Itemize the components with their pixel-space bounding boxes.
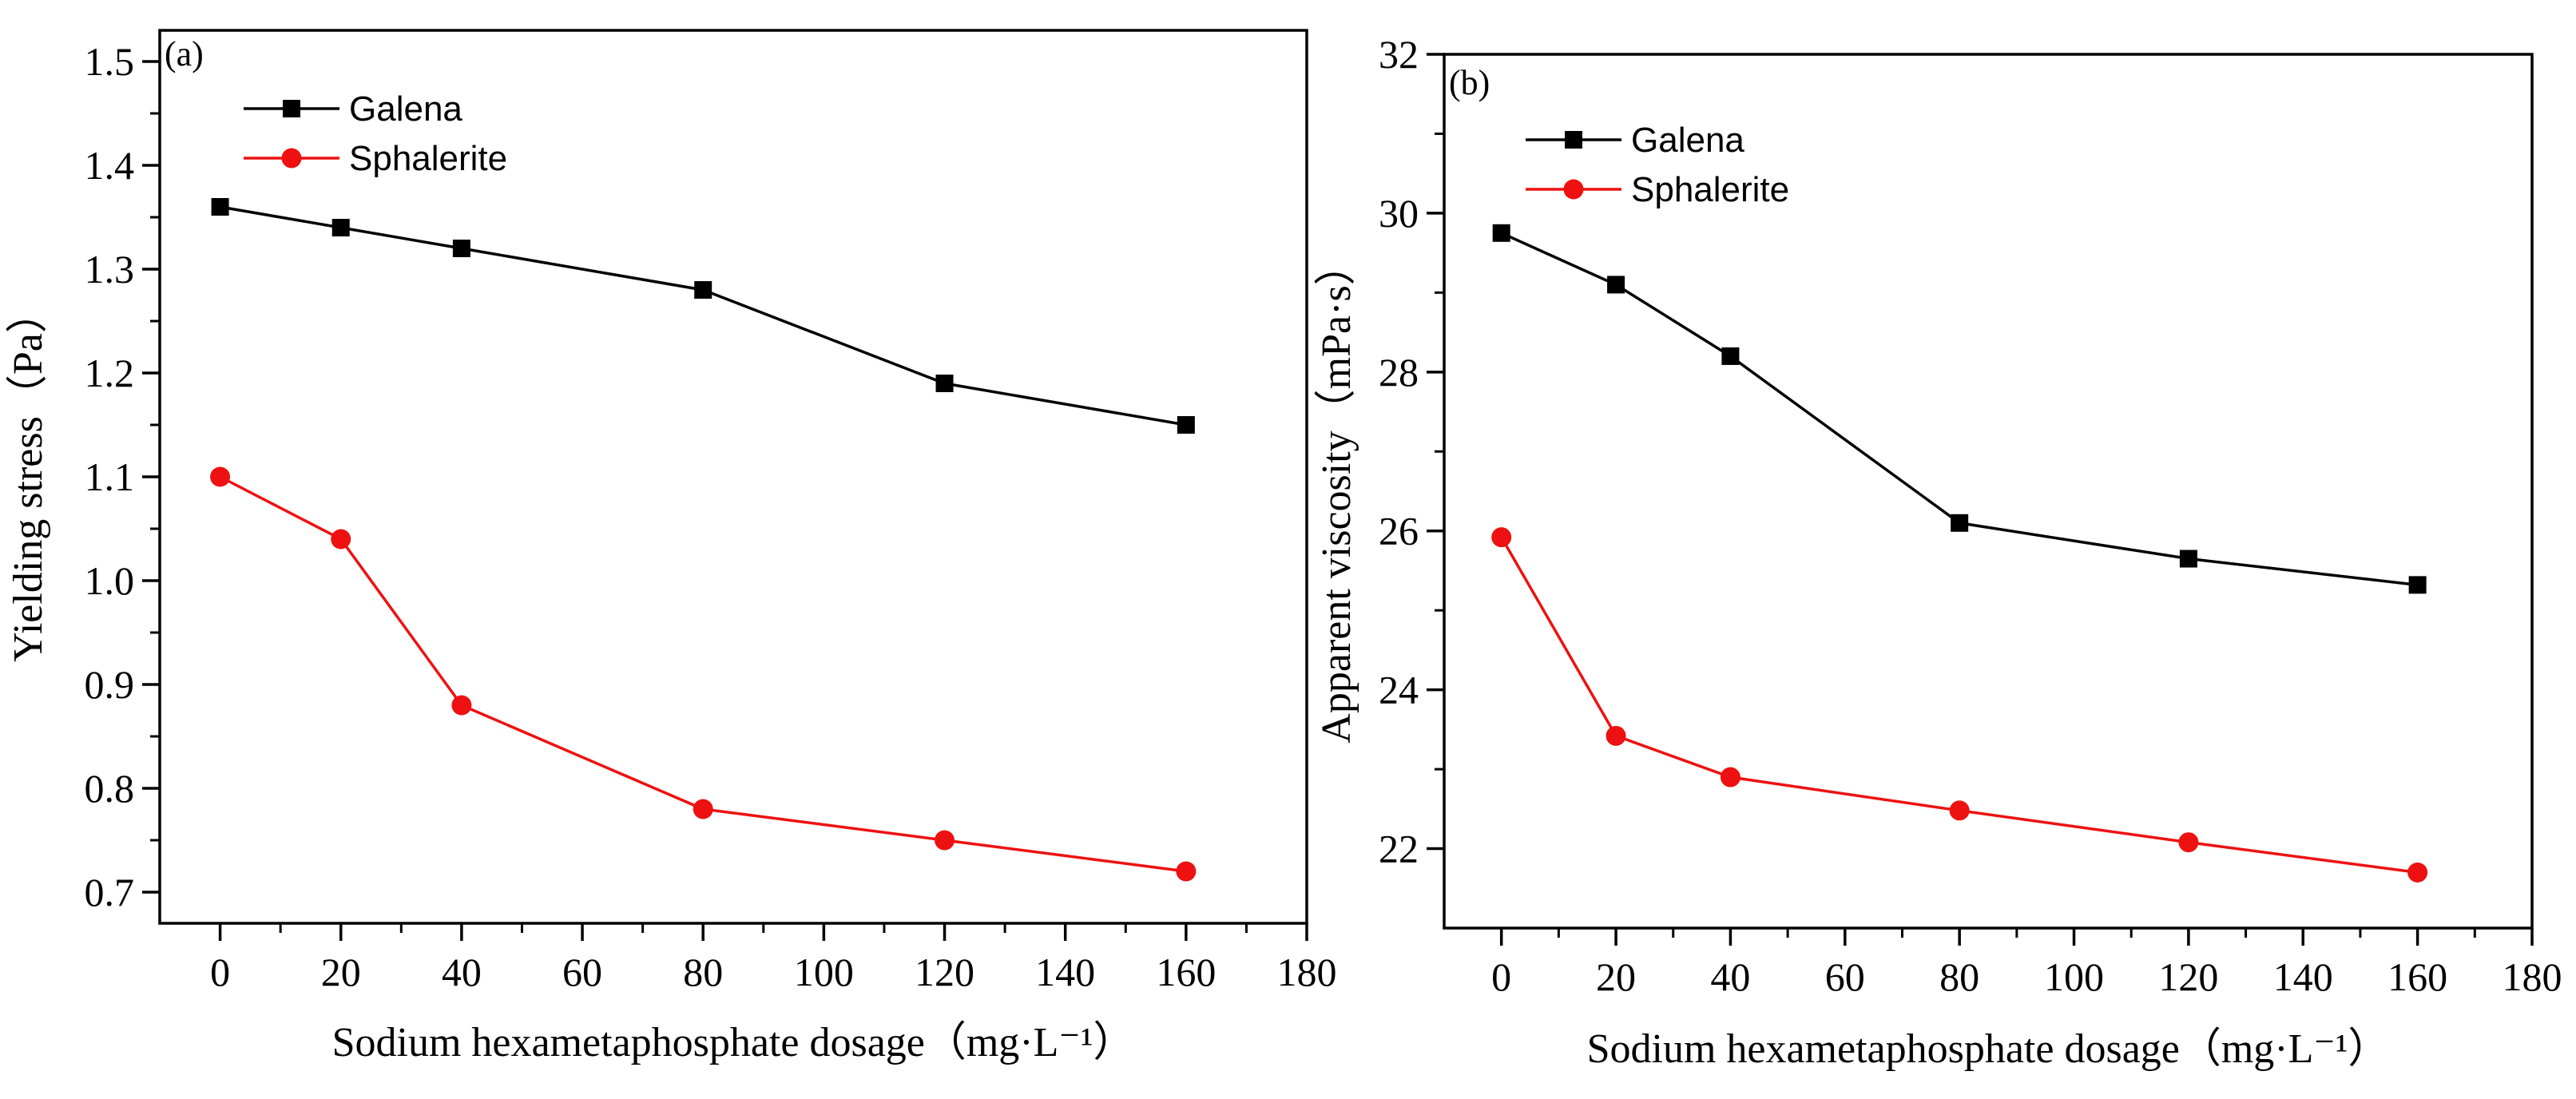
x-tick-label: 120 xyxy=(2158,954,2218,999)
y-tick-label: 1.3 xyxy=(85,247,135,292)
x-tick-label: 80 xyxy=(683,950,723,994)
y-tick-label: 0.9 xyxy=(85,662,135,707)
y-axis-title: Yielding stress（Pa） xyxy=(6,292,51,662)
y-tick-label: 0.7 xyxy=(85,870,135,915)
x-tick-label: 60 xyxy=(1825,954,1865,999)
x-tick-label: 180 xyxy=(1277,950,1337,994)
panel-label: (a) xyxy=(165,34,204,73)
x-tick-label: 60 xyxy=(562,950,602,994)
legend-marker xyxy=(1565,131,1582,149)
y-tick-label: 22 xyxy=(1379,827,1419,871)
galena-marker xyxy=(331,219,350,236)
series-line-sphalerite xyxy=(219,475,1187,873)
sphalerite-marker xyxy=(210,466,231,487)
legend-entry-sphalerite: Sphalerite xyxy=(244,139,507,178)
galena-marker xyxy=(1721,347,1740,365)
galena-marker xyxy=(1177,416,1195,434)
sphalerite-marker xyxy=(2407,862,2428,883)
galena-marker xyxy=(1492,224,1510,242)
legend-label: Galena xyxy=(1631,121,1744,160)
legend-entry-sphalerite: Sphalerite xyxy=(1526,170,1789,209)
galena-marker xyxy=(1607,276,1625,294)
y-tick-label: 30 xyxy=(1379,191,1419,236)
galena-marker xyxy=(452,240,470,257)
sphalerite-marker xyxy=(451,695,472,716)
x-tick-label: 140 xyxy=(2273,954,2333,999)
legend-marker xyxy=(283,100,300,117)
sphalerite-marker xyxy=(693,799,713,819)
y-tick-label: 0.8 xyxy=(85,766,135,811)
legend-label: Galena xyxy=(349,89,462,129)
x-tick-label: 0 xyxy=(1491,954,1511,999)
series-line-sphalerite xyxy=(1500,536,2418,875)
legend-entry-galena: Galena xyxy=(1526,121,1744,160)
galena-marker xyxy=(211,198,229,216)
legend-marker xyxy=(281,148,302,169)
sphalerite-marker xyxy=(2178,832,2199,853)
galena-marker xyxy=(1951,514,1969,532)
legend-entry-galena: Galena xyxy=(244,89,462,129)
legend-label: Sphalerite xyxy=(349,139,507,178)
x-tick-label: 160 xyxy=(2387,954,2447,999)
y-tick-label: 1.0 xyxy=(85,558,135,603)
galena-marker xyxy=(2408,576,2427,594)
series-line-galena xyxy=(1500,232,2418,587)
x-tick-label: 140 xyxy=(1035,950,1095,994)
x-axis-title: Sodium hexametaphosphate dosage（mg·L⁻¹） xyxy=(332,1020,1135,1065)
y-axis-title: Apparent viscosity（mPa·s） xyxy=(1314,244,1359,743)
galena-marker xyxy=(935,375,954,392)
plot-frame xyxy=(1443,53,2534,930)
sphalerite-marker xyxy=(1949,800,1970,821)
x-tick-label: 100 xyxy=(2044,954,2104,999)
galena-marker xyxy=(2179,550,2197,568)
x-tick-label: 120 xyxy=(915,950,974,994)
x-axis-title: Sodium hexametaphosphate dosage（mg·L⁻¹） xyxy=(1587,1026,2390,1072)
sphalerite-marker xyxy=(1606,725,1626,746)
series-line-galena xyxy=(220,205,1187,427)
galena-marker xyxy=(694,281,712,299)
y-tick-label: 26 xyxy=(1379,509,1419,553)
y-tick-label: 24 xyxy=(1379,668,1419,712)
chart-panel-a: 0 20 40 60 80 100 120 140 160 180 0.7 0.8 0.9 1.0 1.1 1… xyxy=(6,29,1337,1065)
x-tick-label: 40 xyxy=(442,950,482,994)
legend-label: Sphalerite xyxy=(1631,170,1789,209)
sphalerite-marker xyxy=(1491,527,1512,548)
y-tick-label: 1.5 xyxy=(85,39,135,84)
y-tick-label: 32 xyxy=(1379,32,1419,77)
y-tick-label: 1.4 xyxy=(85,143,135,188)
x-tick-label: 20 xyxy=(1596,954,1636,999)
chart-panel-b: 0 20 40 60 80 100 120 140 160 180 22 24 26 28 30 32 Sodi… xyxy=(1314,32,2562,1072)
y-tick-label: 1.2 xyxy=(85,351,135,395)
legend-marker xyxy=(1563,179,1584,200)
x-tick-label: 180 xyxy=(2503,954,2562,999)
y-tick-label: 28 xyxy=(1379,350,1419,395)
x-tick-label: 100 xyxy=(794,950,854,994)
x-tick-label: 160 xyxy=(1156,950,1216,994)
sphalerite-marker xyxy=(1176,861,1197,882)
x-tick-label: 20 xyxy=(321,950,361,994)
sphalerite-marker xyxy=(935,830,955,851)
y-tick-label: 1.1 xyxy=(85,454,135,499)
sphalerite-marker xyxy=(1720,767,1740,788)
x-tick-label: 40 xyxy=(1710,954,1750,999)
panel-label: (b) xyxy=(1449,63,1490,102)
x-tick-label: 80 xyxy=(1939,954,1979,999)
x-tick-label: 0 xyxy=(210,950,230,994)
plot-frame xyxy=(158,29,1308,925)
sphalerite-marker xyxy=(331,529,351,550)
